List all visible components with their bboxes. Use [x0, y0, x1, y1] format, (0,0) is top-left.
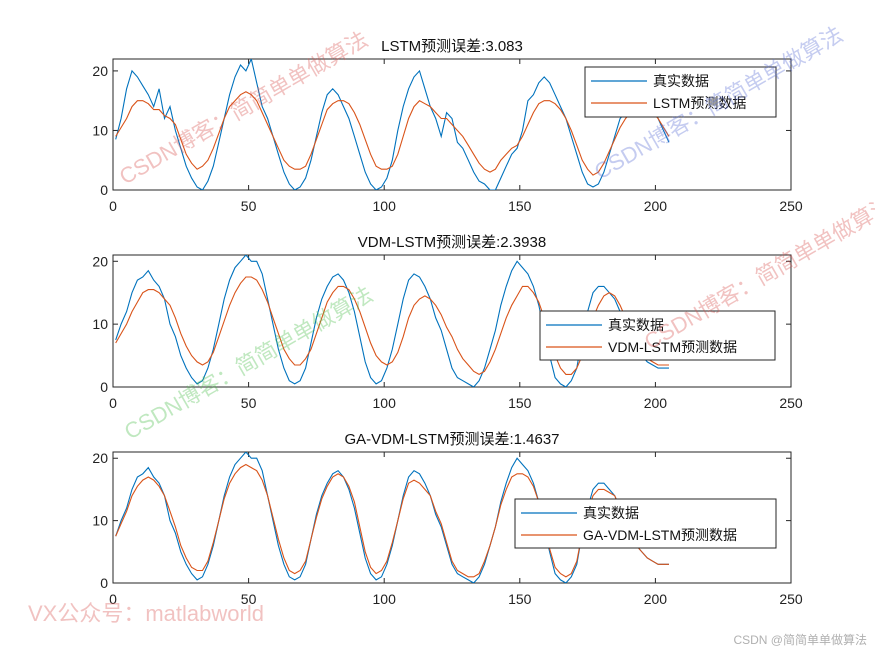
- x-tick-label: 50: [241, 198, 257, 214]
- x-tick-label: 100: [373, 198, 397, 214]
- legend-label: 真实数据: [583, 505, 639, 521]
- legend: 真实数据 GA-VDM-LSTM预测数据: [514, 498, 777, 549]
- y-tick-label: 0: [100, 182, 108, 198]
- x-tick-label: 50: [241, 591, 257, 607]
- y-tick-label: 0: [100, 379, 108, 395]
- subplot-title: LSTM预测误差:3.083: [381, 38, 523, 55]
- x-tick-label: 0: [109, 591, 117, 607]
- series-line-true: [115, 59, 670, 190]
- subplot-title: VDM-LSTM预测误差:2.3938: [358, 234, 546, 251]
- y-tick-label: 0: [100, 575, 108, 591]
- x-tick-label: 150: [508, 395, 532, 411]
- vx-watermark: VX公众号：matlabworld: [28, 601, 264, 626]
- legend-label: LSTM预测数据: [653, 95, 746, 111]
- x-tick-label: 200: [644, 198, 668, 214]
- subplot-2: VDM-LSTM预测误差:2.3938 0 50 100 150 200 250 0 10 20 真…: [92, 234, 802, 411]
- x-tick-label: 250: [779, 198, 803, 214]
- x-tick-label: 250: [779, 591, 803, 607]
- y-tick-label: 10: [92, 316, 108, 332]
- y-tick-label: 20: [92, 63, 108, 79]
- footer-watermark: CSDN @简简单单做算法: [733, 633, 867, 647]
- series-line-pred: [115, 276, 669, 376]
- legend-label: 真实数据: [653, 73, 709, 89]
- x-tick-label: 100: [373, 591, 397, 607]
- legend-label: 真实数据: [608, 317, 664, 333]
- x-tick-label: 0: [109, 395, 117, 411]
- x-tick-label: 150: [508, 591, 532, 607]
- y-tick-label: 20: [92, 450, 108, 466]
- legend-label: VDM-LSTM预测数据: [608, 339, 737, 355]
- x-tick-label: 250: [779, 395, 803, 411]
- legend-label: GA-VDM-LSTM预测数据: [583, 527, 737, 543]
- x-tick-label: 50: [241, 395, 257, 411]
- series-line-pred: [115, 463, 669, 578]
- x-tick-label: 200: [644, 395, 668, 411]
- series-line-true: [115, 452, 669, 583]
- subplot-1: LSTM预测误差:3.083 0 50 100 150 200 250 0 10 20 真实数据 LS…: [92, 38, 802, 214]
- x-tick-label: 100: [373, 395, 397, 411]
- y-tick-label: 10: [92, 122, 108, 138]
- x-tick-label: 150: [508, 198, 532, 214]
- x-tick-label: 0: [109, 198, 117, 214]
- series-line-pred: [115, 91, 670, 176]
- legend: 真实数据 VDM-LSTM预测数据: [539, 310, 776, 361]
- x-tick-label: 200: [644, 591, 668, 607]
- y-tick-label: 10: [92, 513, 108, 529]
- legend: 真实数据 LSTM预测数据: [584, 66, 777, 118]
- y-tick-label: 20: [92, 253, 108, 269]
- subplot-3: GA-VDM-LSTM预测误差:1.4637 0 50 100 150 200 250 0 10…: [92, 431, 802, 607]
- subplot-title: GA-VDM-LSTM预测误差:1.4637: [344, 431, 559, 448]
